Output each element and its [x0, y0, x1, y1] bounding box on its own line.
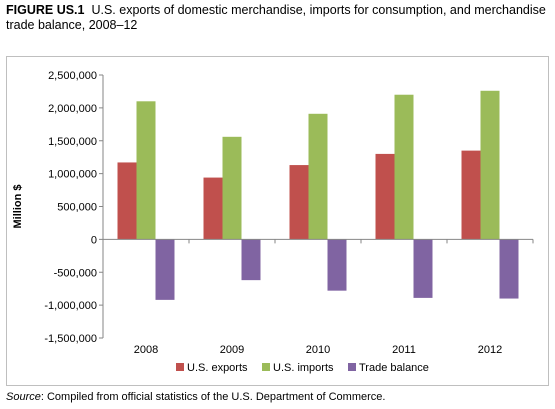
y-tick-label: -1,500,000 [44, 333, 97, 345]
bar-trade-balance-2011 [413, 239, 433, 298]
legend-swatch [262, 363, 270, 371]
legend-label: U.S. imports [273, 362, 334, 374]
source-text: : Compiled from official statistics of t… [40, 391, 386, 403]
bar-u-s-imports-2011 [394, 94, 414, 240]
legend-swatch [348, 363, 356, 371]
figure-caption: U.S. exports of domestic merchandise, im… [6, 3, 546, 32]
bar-u-s-exports-2009 [203, 177, 223, 240]
y-tick-label: 500,000 [57, 202, 97, 214]
y-axis-title: Million $ [12, 185, 24, 229]
source-note: Source: Compiled from official statistic… [6, 391, 385, 403]
bar-trade-balance-2012 [499, 239, 519, 299]
y-tick-label: 0 [91, 234, 97, 246]
bar-u-s-exports-2011 [375, 153, 395, 240]
legend-label: U.S. exports [187, 362, 248, 374]
y-tick-label: 2,000,000 [48, 103, 97, 115]
y-tick-label: 1,000,000 [48, 169, 97, 181]
legend-swatch [176, 363, 184, 371]
x-tick-label: 2010 [306, 344, 330, 356]
y-tick-label: -1,000,000 [44, 300, 97, 312]
y-tick-label: -500,000 [54, 267, 97, 279]
x-tick-label: 2009 [220, 344, 244, 356]
x-tick-label: 2012 [478, 344, 502, 356]
bar-trade-balance-2009 [241, 239, 261, 281]
legend-label: Trade balance [359, 362, 429, 374]
bar-u-s-imports-2010 [308, 113, 328, 240]
source-label: Source [6, 391, 41, 403]
x-tick-label: 2008 [134, 344, 158, 356]
y-tick-label: 1,500,000 [48, 136, 97, 148]
bar-u-s-imports-2009 [222, 136, 242, 240]
x-tick-label: 2011 [392, 344, 416, 356]
figure-label: FIGURE US.1 [6, 3, 85, 17]
bar-u-s-exports-2008 [117, 162, 137, 240]
bar-trade-balance-2010 [327, 239, 347, 291]
bar-u-s-imports-2008 [136, 101, 156, 240]
chart-frame [6, 56, 549, 386]
bar-trade-balance-2008 [155, 239, 175, 300]
y-tick-label: 2,500,000 [48, 70, 97, 82]
figure-title: FIGURE US.1 U.S. exports of domestic mer… [6, 3, 546, 33]
bar-u-s-imports-2012 [480, 90, 500, 240]
bar-u-s-exports-2012 [461, 150, 481, 240]
bar-u-s-exports-2010 [289, 165, 309, 240]
